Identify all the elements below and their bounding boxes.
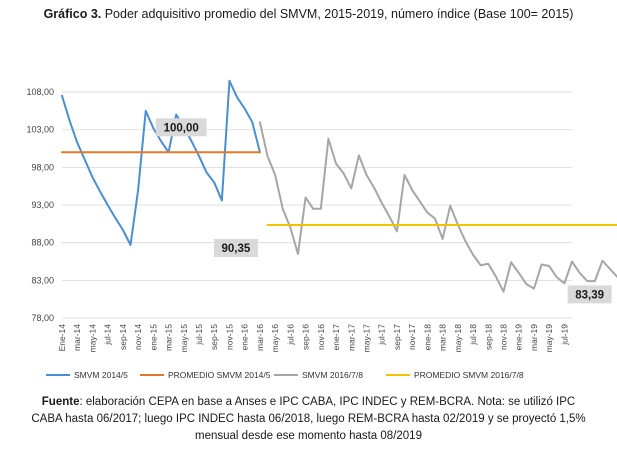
x-tick-label: sep-16 — [301, 324, 311, 350]
x-tick-label: may-19 — [544, 324, 554, 353]
legend-item: PROMEDIO SMVM 2014/5 — [140, 370, 271, 380]
annotations: 100,00 90,35 83,39 — [155, 118, 612, 304]
x-tick-label: sep-18 — [483, 324, 493, 350]
x-axis: Ene-14 mar-14 may-14 jul-14 sep-14 nov-14 ene-… — [57, 324, 569, 353]
annotation-label: 83,39 — [575, 289, 604, 301]
legend-item: SMVM 2016/7/8 — [274, 370, 363, 380]
legend-item: PROMEDIO SMVM 2016/7/8 — [386, 370, 524, 380]
x-tick-label: mar-17 — [346, 324, 356, 351]
x-tick-label: ene-16 — [240, 324, 250, 351]
x-tick-label: jul-18 — [468, 324, 478, 346]
y-tick-label: 83,00 — [31, 275, 54, 285]
x-tick-label: nov-15 — [224, 324, 234, 350]
source-note: Fuente: elaboración CEPA en base a Anses… — [30, 394, 587, 445]
y-tick-label: 108,00 — [26, 87, 54, 97]
legend-swatch — [274, 374, 298, 376]
legend-label: PROMEDIO SMVM 2014/5 — [168, 370, 271, 380]
legend-swatch — [386, 374, 410, 376]
x-tick-label: may-17 — [361, 324, 371, 353]
legend: SMVM 2014/5 PROMEDIO SMVM 2014/5 SMVM 2016… — [40, 370, 600, 384]
x-tick-label: ene-17 — [331, 324, 341, 351]
x-tick-label: Ene-14 — [57, 324, 67, 352]
x-tick-label: mar-16 — [255, 324, 265, 351]
y-axis: 108,00 103,00 98,00 93,00 88,00 83,00 78,00 — [26, 87, 54, 323]
x-tick-label: may-14 — [87, 324, 97, 353]
x-tick-label: ene-18 — [422, 324, 432, 351]
x-tick-label: may-15 — [179, 324, 189, 353]
legend-swatch — [46, 374, 70, 376]
x-tick-label: mar-19 — [529, 324, 539, 351]
x-tick-label: nov-16 — [316, 324, 326, 350]
gridlines — [62, 91, 572, 319]
x-tick-label: jul-19 — [559, 324, 569, 346]
x-tick-label: sep-15 — [209, 324, 219, 350]
x-tick-label: mar-14 — [72, 324, 82, 351]
title-bold: Gráfico 3. — [43, 7, 102, 21]
x-tick-label: may-16 — [270, 324, 280, 353]
x-tick-label: mar-18 — [438, 324, 448, 351]
x-tick-label: jul-14 — [103, 324, 113, 346]
x-tick-label: may-18 — [453, 324, 463, 353]
x-tick-label: jul-16 — [285, 324, 295, 346]
x-tick-label: nov-17 — [407, 324, 417, 350]
x-tick-label: sep-14 — [118, 324, 128, 350]
source-bold: Fuente — [41, 396, 80, 408]
y-tick-label: 103,00 — [26, 125, 54, 135]
y-tick-label: 78,00 — [31, 313, 54, 323]
source-text: : elaboración CEPA en base a Anses e IPC… — [31, 396, 586, 442]
annotation-label: 100,00 — [164, 122, 199, 134]
x-tick-label: nov-18 — [498, 324, 508, 350]
legend-label: SMVM 2016/7/8 — [302, 370, 363, 380]
x-tick-label: sep-17 — [392, 324, 402, 350]
annotation-box — [567, 285, 612, 304]
x-tick-label: mar-15 — [164, 324, 174, 351]
series-lines — [61, 79, 617, 293]
line-chart: 108,00 103,00 98,00 93,00 88,00 83,00 78,00 En… — [26, 79, 617, 353]
series-line-0 — [61, 79, 261, 246]
x-tick-label: ene-15 — [148, 324, 158, 351]
y-tick-label: 98,00 — [31, 162, 54, 172]
legend-label: SMVM 2014/5 — [74, 370, 128, 380]
annotation-box — [155, 118, 207, 137]
legend-swatch — [140, 374, 164, 376]
chart-title: Gráfico 3. Poder adquisitivo promedio de… — [30, 6, 587, 23]
x-tick-label: nov-14 — [133, 324, 143, 350]
legend-label: PROMEDIO SMVM 2016/7/8 — [414, 370, 524, 380]
title-text: Poder adquisitivo promedio del SMVM, 201… — [101, 7, 574, 21]
y-tick-label: 88,00 — [31, 238, 54, 248]
annotation-box — [213, 238, 258, 257]
x-tick-label: ene-19 — [514, 324, 524, 351]
legend-item: SMVM 2014/5 — [46, 370, 128, 380]
series-line-2 — [258, 121, 617, 293]
x-tick-label: jul-17 — [377, 324, 387, 346]
x-tick-label: jul-15 — [194, 324, 204, 346]
annotation-label: 90,35 — [222, 243, 251, 255]
y-tick-label: 93,00 — [31, 200, 54, 210]
